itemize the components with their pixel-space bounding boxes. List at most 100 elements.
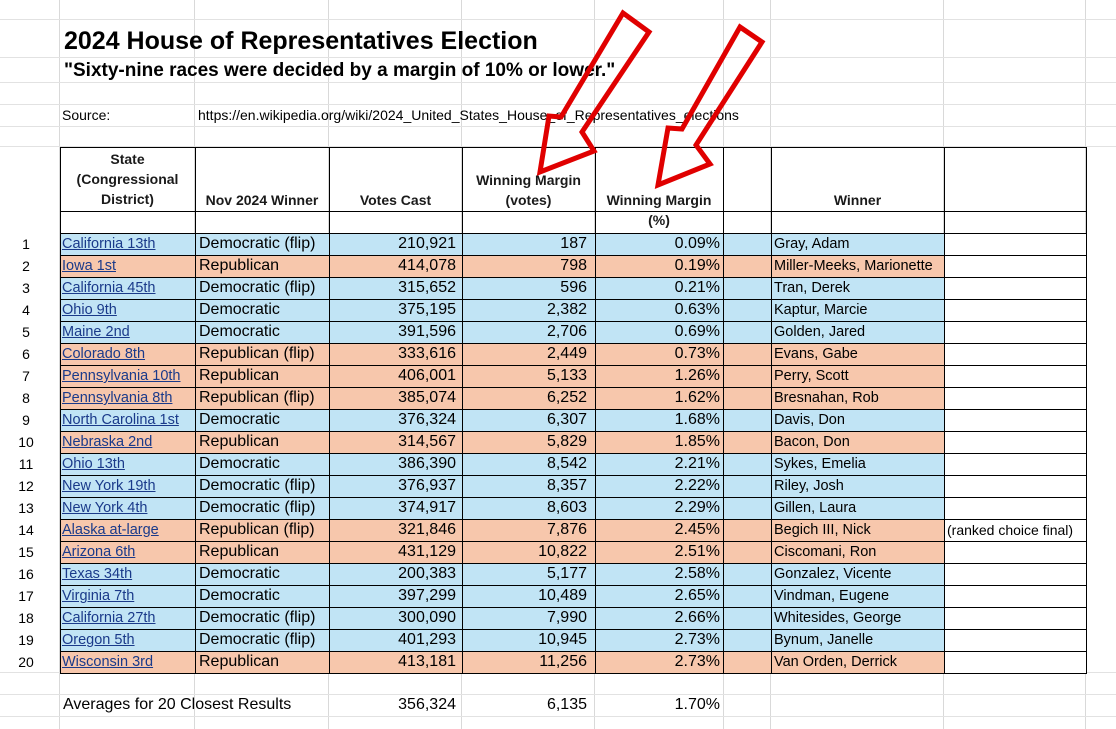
- winner-name-cell: Kaptur, Marcie: [774, 302, 868, 318]
- row-number: 6: [22, 346, 30, 362]
- margin-pct-cell: 2.66%: [674, 609, 720, 626]
- state-link[interactable]: California 45th: [62, 280, 156, 296]
- state-link[interactable]: Texas 34th: [62, 566, 133, 582]
- table-row[interactable]: New York 4th Democratic (flip) 374,917 8,60…: [60, 497, 1086, 519]
- state-link[interactable]: Maine 2nd: [62, 324, 130, 340]
- winner-party-cell: Republican (flip): [199, 345, 315, 362]
- state-link[interactable]: Oregon 5th: [62, 632, 135, 648]
- row-number: 14: [18, 522, 34, 538]
- margin-pct-cell: 1.85%: [674, 433, 720, 450]
- row-number: 20: [18, 654, 34, 670]
- empty-cell: [723, 255, 771, 277]
- averages-pct: 1.70%: [674, 696, 720, 713]
- table-row[interactable]: New York 19th Democratic (flip) 376,937 8,3…: [60, 475, 1086, 497]
- table-row[interactable]: Texas 34th Democratic 200,383 5,177 2.58% Gon…: [60, 563, 1086, 585]
- margin-votes-cell: 5,829: [546, 433, 587, 450]
- note-cell: [944, 233, 1086, 255]
- winner-party-cell: Republican: [199, 367, 280, 384]
- state-link[interactable]: Nebraska 2nd: [62, 434, 153, 450]
- row-number: 1: [22, 236, 30, 252]
- table-row[interactable]: California 27th Democratic (flip) 300,090 7…: [60, 607, 1086, 629]
- table-row[interactable]: Pennsylvania 10th Republican 406,001 5,133 1…: [60, 365, 1086, 387]
- margin-votes-cell: 8,542: [546, 455, 587, 472]
- table-row[interactable]: Iowa 1st Republican 414,078 798 0.19% Miller-…: [60, 255, 1086, 277]
- winner-name-cell: Davis, Don: [774, 412, 845, 428]
- row-number: 11: [18, 456, 34, 472]
- empty-cell: [723, 563, 771, 585]
- margin-votes-cell: 10,945: [538, 631, 587, 648]
- empty-cell: [723, 497, 771, 519]
- winner-name-cell: Perry, Scott: [774, 368, 849, 384]
- table-row[interactable]: Arizona 6th Republican 431,129 10,822 2.51% C…: [60, 541, 1086, 563]
- header-winner-name[interactable]: Winner: [833, 192, 882, 208]
- votes-cast-cell: 401,293: [398, 631, 456, 648]
- votes-cast-cell: 210,921: [398, 235, 456, 252]
- table-row[interactable]: California 13th Democratic (flip) 210,921 1…: [60, 233, 1086, 255]
- empty-cell: [723, 343, 771, 365]
- winner-name-cell: Sykes, Emelia: [774, 456, 866, 472]
- state-link[interactable]: New York 4th: [62, 500, 148, 516]
- row-number: 15: [18, 544, 34, 560]
- sheet-subtitle: "Sixty-nine races were decided by a marg…: [64, 60, 616, 81]
- table-row[interactable]: Nebraska 2nd Republican 314,567 5,829 1.85% B…: [60, 431, 1086, 453]
- table-row[interactable]: Alaska at-large Republican (flip) 321,846 7…: [60, 519, 1086, 541]
- state-link[interactable]: Virginia 7th: [62, 588, 135, 604]
- margin-votes-cell: 2,449: [546, 345, 587, 362]
- margin-pct-cell: 2.65%: [674, 587, 720, 604]
- votes-cast-cell: 333,616: [398, 345, 456, 362]
- state-link[interactable]: Colorado 8th: [62, 346, 146, 362]
- margin-pct-cell: 2.21%: [674, 455, 720, 472]
- state-link[interactable]: Alaska at-large: [62, 522, 159, 538]
- margin-pct-cell: 0.69%: [674, 323, 720, 340]
- state-link[interactable]: Arizona 6th: [62, 544, 136, 560]
- row-number: 19: [18, 632, 34, 648]
- header-margin-votes[interactable]: Winning Margin (votes): [476, 172, 581, 208]
- margin-votes-cell: 10,822: [538, 543, 587, 560]
- winner-party-cell: Democratic (flip): [199, 631, 316, 648]
- state-link[interactable]: Pennsylvania 10th: [62, 368, 181, 384]
- table-row[interactable]: Pennsylvania 8th Republican (flip) 385,074…: [60, 387, 1086, 409]
- winner-party-cell: Democratic (flip): [199, 279, 316, 296]
- header-state[interactable]: State (Congressional District): [76, 151, 179, 207]
- state-link[interactable]: California 13th: [62, 236, 156, 252]
- margin-pct-cell: 2.29%: [674, 499, 720, 516]
- empty-cell: [723, 651, 771, 673]
- note-cell: [944, 299, 1086, 321]
- state-link[interactable]: Ohio 9th: [62, 302, 117, 318]
- table-row[interactable]: Ohio 13th Democratic 386,390 8,542 2.21% Syke…: [60, 453, 1086, 475]
- margin-votes-cell: 798: [560, 257, 587, 274]
- table-row[interactable]: Oregon 5th Democratic (flip) 401,293 10,945…: [60, 629, 1086, 651]
- empty-cell: [723, 233, 771, 255]
- empty-cell: [723, 629, 771, 651]
- winner-name-cell: Gillen, Laura: [774, 500, 857, 516]
- table-row[interactable]: Maine 2nd Democratic 391,596 2,706 0.69% Gold…: [60, 321, 1086, 343]
- row-number: 9: [22, 412, 30, 428]
- winner-party-cell: Republican (flip): [199, 389, 315, 406]
- table-row[interactable]: Ohio 9th Democratic 375,195 2,382 0.63% Kaptu…: [60, 299, 1086, 321]
- table-row[interactable]: Virginia 7th Democratic 397,299 10,489 2.65%…: [60, 585, 1086, 607]
- header-winner-party[interactable]: Nov 2024 Winner: [205, 192, 319, 208]
- header-margin-pct[interactable]: Winning Margin (%): [606, 192, 712, 228]
- state-link[interactable]: Ohio 13th: [62, 456, 125, 472]
- note-cell: [944, 541, 1086, 563]
- note-cell: [944, 453, 1086, 475]
- state-link[interactable]: Wisconsin 3rd: [62, 654, 154, 670]
- margin-votes-cell: 5,133: [546, 367, 587, 384]
- table-row[interactable]: Wisconsin 3rd Republican 413,181 11,256 2.73…: [60, 651, 1086, 673]
- state-link[interactable]: Pennsylvania 8th: [62, 390, 173, 406]
- state-link[interactable]: North Carolina 1st: [62, 412, 179, 428]
- table-row[interactable]: Colorado 8th Republican (flip) 333,616 2,44…: [60, 343, 1086, 365]
- header-votes-cast[interactable]: Votes Cast: [359, 192, 432, 208]
- note-cell: [944, 409, 1086, 431]
- state-link[interactable]: California 27th: [62, 610, 156, 626]
- state-link[interactable]: Iowa 1st: [62, 258, 116, 274]
- note-cell: [944, 321, 1086, 343]
- note-cell: (ranked choice final): [944, 519, 1086, 541]
- state-link[interactable]: New York 19th: [62, 478, 156, 494]
- table-row[interactable]: North Carolina 1st Democratic 376,324 6,307…: [60, 409, 1086, 431]
- table-row[interactable]: California 45th Democratic (flip) 315,652 5…: [60, 277, 1086, 299]
- note-cell: [944, 387, 1086, 409]
- winner-party-cell: Democratic (flip): [199, 499, 316, 516]
- source-url[interactable]: https://en.wikipedia.org/wiki/2024_Unite…: [198, 107, 739, 123]
- winner-party-cell: Democratic (flip): [199, 477, 316, 494]
